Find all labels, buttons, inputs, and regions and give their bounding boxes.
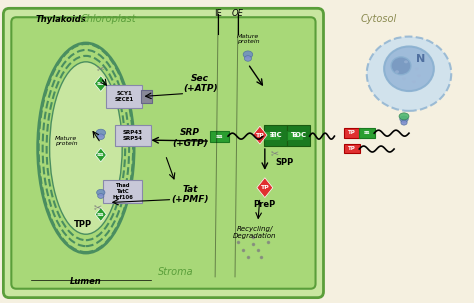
Text: ✂: ✂ [97,64,105,74]
Text: N: N [416,54,426,64]
Ellipse shape [395,70,399,73]
FancyBboxPatch shape [141,90,152,103]
Ellipse shape [97,134,104,139]
FancyBboxPatch shape [264,125,287,145]
FancyBboxPatch shape [359,128,374,138]
Polygon shape [94,76,107,92]
Text: Thad
TatC
Hcf106: Thad TatC Hcf106 [112,183,133,200]
Text: ✂: ✂ [94,202,102,212]
Ellipse shape [391,57,411,75]
Text: Mature
protein: Mature protein [55,136,77,146]
Ellipse shape [399,113,409,120]
Text: Recycling/
Degradation: Recycling/ Degradation [233,226,277,239]
Text: Sec
(+ATP): Sec (+ATP) [183,74,218,93]
Ellipse shape [50,62,122,234]
Ellipse shape [401,120,407,125]
FancyBboxPatch shape [103,180,142,203]
Text: Thylakoids: Thylakoids [36,15,86,24]
Ellipse shape [367,37,451,111]
Ellipse shape [97,189,105,196]
Ellipse shape [417,74,421,77]
FancyBboxPatch shape [344,144,360,154]
FancyBboxPatch shape [210,131,228,142]
Text: ss: ss [215,134,223,139]
Ellipse shape [412,80,416,83]
FancyBboxPatch shape [344,128,360,138]
Ellipse shape [384,46,434,91]
FancyBboxPatch shape [3,8,323,298]
Text: TIC: TIC [269,132,282,138]
Text: TPP: TPP [74,220,92,229]
Ellipse shape [243,51,253,58]
Text: ss: ss [269,133,275,138]
FancyBboxPatch shape [106,85,142,108]
FancyBboxPatch shape [287,131,303,140]
Text: ss: ss [97,212,105,217]
Ellipse shape [98,194,104,198]
Text: IE: IE [214,9,222,18]
Text: ss: ss [292,133,298,138]
Ellipse shape [402,77,406,80]
Polygon shape [95,148,106,162]
Text: ss: ss [97,81,105,86]
Text: TP: TP [255,133,264,138]
Text: SCY1
SECE1: SCY1 SECE1 [115,91,134,102]
Text: ✂: ✂ [271,148,279,158]
FancyBboxPatch shape [264,131,280,140]
Ellipse shape [400,116,408,122]
Polygon shape [257,178,273,198]
Polygon shape [95,208,106,221]
FancyBboxPatch shape [115,125,151,145]
Text: OE: OE [232,9,244,18]
Polygon shape [253,126,267,144]
Text: Chloroplast: Chloroplast [81,14,137,24]
Text: SRP43
SRP54: SRP43 SRP54 [123,130,143,141]
Text: Stroma: Stroma [157,267,193,277]
Ellipse shape [96,129,106,136]
Ellipse shape [415,67,419,70]
Text: Lumen: Lumen [70,277,102,286]
Ellipse shape [245,56,252,61]
Ellipse shape [404,60,408,63]
Text: TP: TP [348,130,356,135]
Text: ss: ss [364,130,370,135]
Text: ss: ss [97,152,105,158]
Text: SRP
(+GTP): SRP (+GTP) [173,128,208,148]
Text: TP: TP [348,146,356,151]
Text: SPP: SPP [275,158,294,167]
Text: Mature
protein: Mature protein [237,34,259,45]
FancyBboxPatch shape [287,125,310,145]
Text: TP: TP [260,185,269,190]
FancyBboxPatch shape [11,17,316,289]
Text: TOC: TOC [291,132,307,138]
Text: Tat
(+PMF): Tat (+PMF) [172,185,209,204]
Text: Cytosol: Cytosol [361,14,397,24]
Text: PreP: PreP [254,200,276,209]
